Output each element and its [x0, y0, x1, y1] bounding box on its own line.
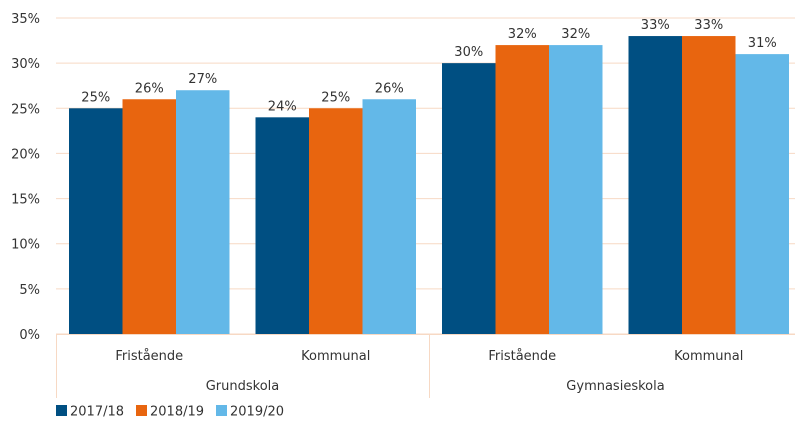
- bar: [682, 36, 736, 335]
- bar: [549, 45, 603, 334]
- x-tick-label: Fristående: [115, 349, 183, 364]
- x-axis: Fristående Kommunal Fristående Kommunal Grun…: [56, 334, 795, 398]
- data-label: 26%: [375, 81, 404, 96]
- bar: [176, 90, 230, 334]
- bar: [735, 54, 789, 334]
- data-label: 33%: [641, 18, 670, 33]
- x-tick-label: Kommunal: [674, 349, 743, 364]
- data-label: 27%: [188, 72, 217, 87]
- legend-item: 2019/20: [216, 405, 284, 420]
- y-tick-label: 30%: [11, 57, 40, 72]
- legend-label: 2018/19: [150, 405, 204, 420]
- data-label: 33%: [694, 18, 723, 33]
- legend-item: 2017/18: [56, 405, 124, 420]
- y-tick-label: 35%: [11, 12, 40, 27]
- data-label: 24%: [268, 99, 297, 114]
- legend-swatch: [56, 405, 67, 416]
- y-tick-label: 25%: [11, 102, 40, 117]
- data-label: 25%: [321, 90, 350, 105]
- x-tick-label: Fristående: [488, 349, 556, 364]
- data-label: 32%: [561, 27, 590, 42]
- y-tick-label: 0%: [19, 328, 40, 343]
- y-axis-ticks: 0% 5% 10% 15% 20% 25% 30% 35%: [11, 12, 40, 343]
- bar: [69, 108, 123, 335]
- bar: [362, 99, 416, 334]
- y-tick-label: 10%: [11, 238, 40, 253]
- y-tick-label: 15%: [11, 193, 40, 208]
- y-tick-label: 20%: [11, 147, 40, 162]
- bar: [255, 117, 309, 334]
- data-labels: 25% 24% 30% 33% 26% 25% 32% 33% 27% 26% 32% 31%: [81, 18, 776, 114]
- bars: [69, 36, 789, 335]
- data-label: 31%: [748, 36, 777, 51]
- data-label: 32%: [508, 27, 537, 42]
- legend: 2017/18 2018/19 2019/20: [56, 405, 284, 420]
- bar: [495, 45, 549, 334]
- x-tick-label: Kommunal: [301, 349, 370, 364]
- legend-swatch: [136, 405, 147, 416]
- data-label: 26%: [135, 81, 164, 96]
- bar: [122, 99, 176, 334]
- x-group-label: Gymnasieskola: [566, 379, 664, 394]
- bar: [628, 36, 682, 335]
- data-label: 25%: [81, 90, 110, 105]
- bar: [309, 108, 363, 335]
- bar: [442, 63, 496, 335]
- legend-swatch: [216, 405, 227, 416]
- legend-label: 2019/20: [230, 405, 284, 420]
- legend-label: 2017/18: [70, 405, 124, 420]
- data-label: 30%: [454, 45, 483, 60]
- legend-item: 2018/19: [136, 405, 204, 420]
- y-tick-label: 5%: [19, 283, 40, 298]
- x-group-label: Grundskola: [206, 379, 280, 394]
